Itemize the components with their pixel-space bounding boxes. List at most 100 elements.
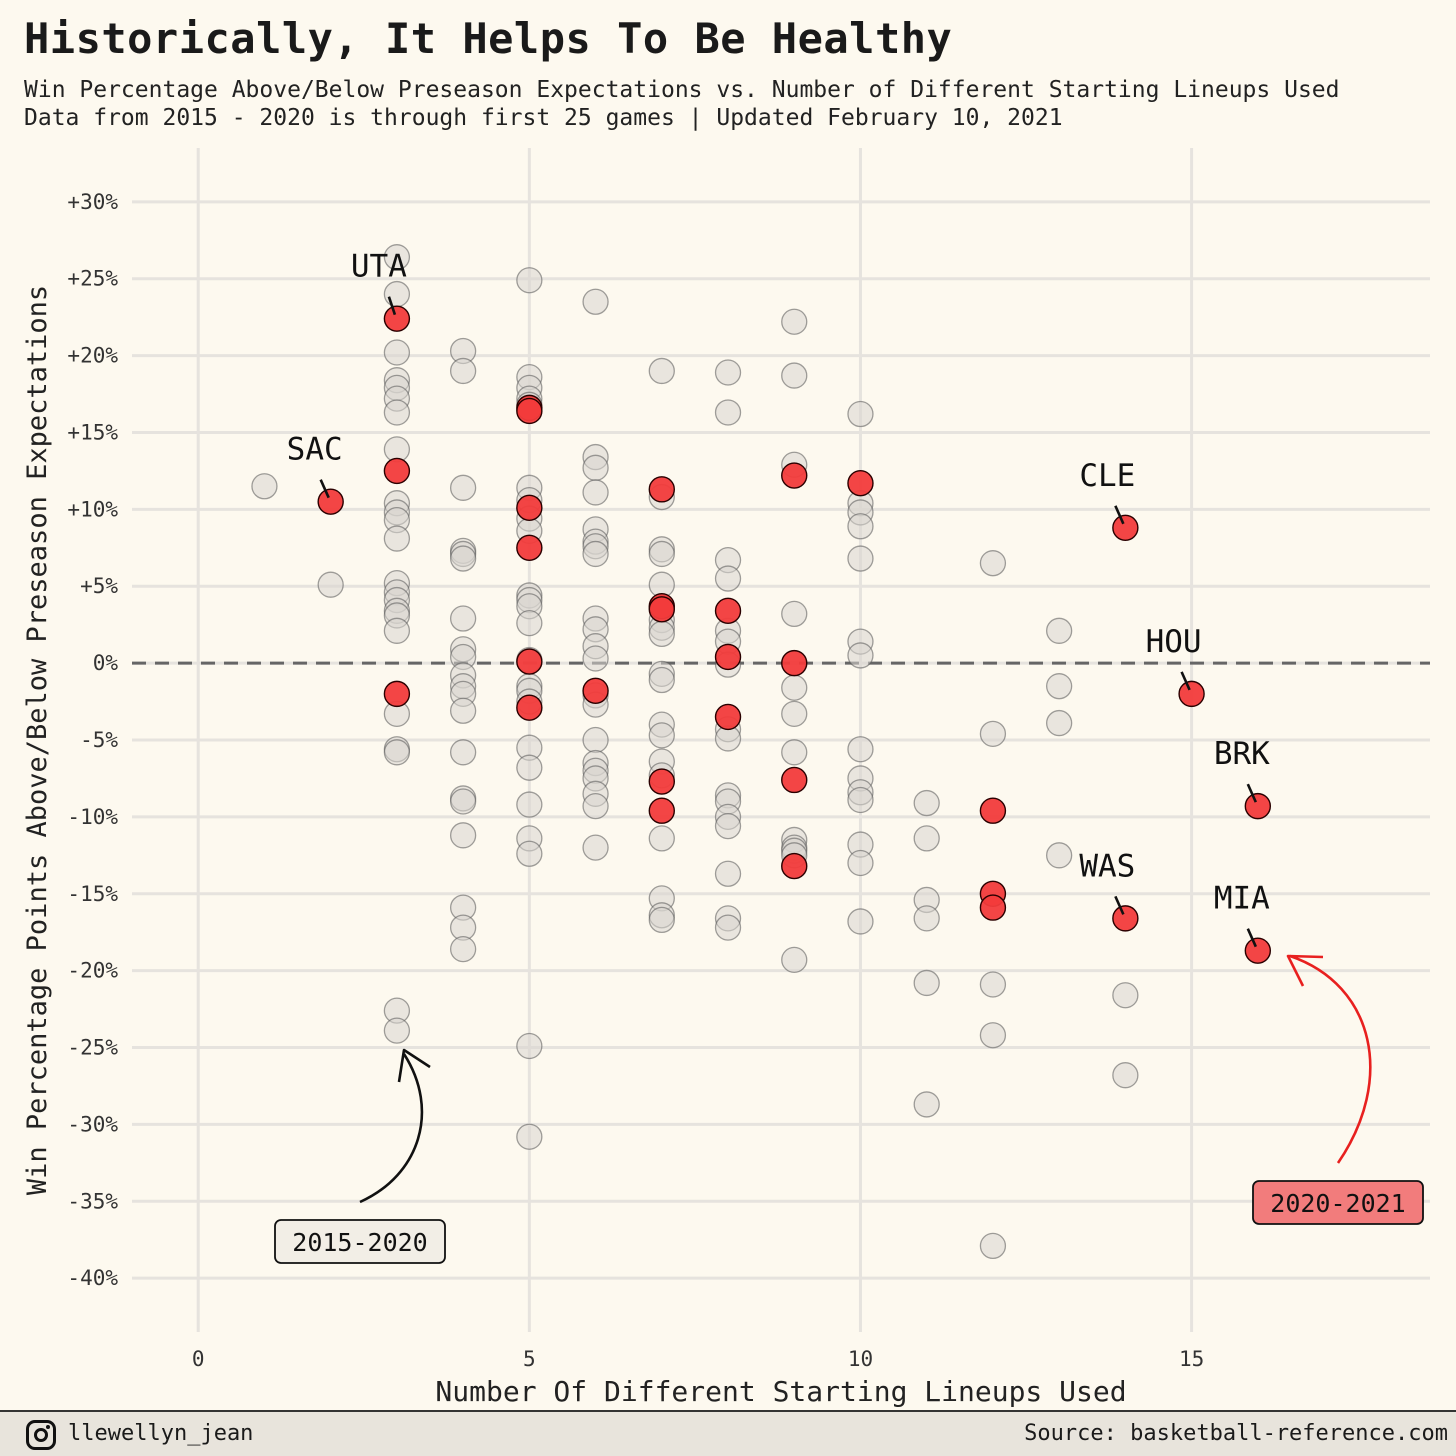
- historical-point: [913, 969, 940, 997]
- historical-point: [847, 513, 874, 540]
- current-season-point: [317, 488, 344, 515]
- current-season-point: [979, 797, 1007, 824]
- x-axis-title: Number Of Different Starting Lineups Use…: [435, 1375, 1126, 1408]
- y-tick-label: -5%: [80, 728, 118, 752]
- team-label-leader: [387, 296, 397, 316]
- current-season-point: [383, 457, 411, 485]
- historical-point: [516, 267, 543, 294]
- current-season-point: [1244, 937, 1272, 964]
- team-label-leader: [1114, 505, 1125, 525]
- historical-point: [781, 700, 808, 728]
- current-season-point: [516, 397, 543, 425]
- callout-label-2020-2021: 2020-2021: [1270, 1189, 1405, 1218]
- y-tick-label: +15%: [67, 420, 118, 444]
- y-tick-label: +25%: [67, 267, 118, 291]
- historical-point: [979, 720, 1007, 747]
- current-season-point: [847, 470, 874, 497]
- historical-point: [1112, 1062, 1139, 1089]
- historical-point: [979, 550, 1007, 577]
- y-tick-label: -35%: [67, 1189, 118, 1213]
- historical-point: [582, 834, 609, 861]
- historical-point: [781, 308, 808, 335]
- historical-point: [516, 791, 543, 818]
- team-label-leader: [1180, 671, 1191, 691]
- y-tick-label: +10%: [67, 497, 118, 521]
- historical-point: [648, 722, 675, 749]
- team-label-hou: HOU: [1146, 624, 1202, 660]
- current-season-point: [781, 766, 808, 794]
- historical-point: [317, 571, 344, 598]
- y-tick-label: -10%: [67, 805, 118, 829]
- historical-point: [847, 642, 874, 669]
- historical-point: [913, 789, 940, 817]
- current-season-point: [714, 703, 742, 731]
- current-season-point: [781, 462, 808, 489]
- historical-point: [449, 935, 477, 963]
- historical-point: [383, 280, 411, 308]
- historical-point: [648, 540, 675, 568]
- historical-point: [979, 1232, 1007, 1260]
- current-season-point: [1112, 514, 1139, 542]
- historical-point: [449, 739, 477, 766]
- historical-point: [847, 786, 874, 814]
- historical-point: [383, 244, 411, 271]
- historical-point: [847, 908, 874, 935]
- current-season-point: [781, 649, 808, 677]
- historical-point: [449, 545, 477, 572]
- historical-point: [648, 666, 675, 694]
- historical-point: [714, 399, 742, 426]
- y-tick-label: 0%: [93, 651, 119, 675]
- historical-point: [913, 825, 940, 852]
- current-season-point: [383, 680, 411, 708]
- y-tick-label: -15%: [67, 882, 118, 906]
- current-season-point: [1112, 905, 1139, 932]
- y-tick-label: -25%: [67, 1036, 118, 1060]
- instagram-icon[interactable]: [26, 1420, 56, 1450]
- historical-point: [516, 840, 543, 867]
- footer-bar: llewellyn_jean Source: basketball-refere…: [0, 1410, 1456, 1456]
- x-tick-label: 15: [1179, 1347, 1204, 1371]
- historical-point: [1045, 842, 1073, 869]
- current-season-point: [648, 797, 675, 824]
- team-label-was: WAS: [1079, 848, 1135, 884]
- historical-point: [449, 605, 477, 632]
- y-tick-label: -30%: [67, 1112, 118, 1136]
- y-tick-label: +5%: [80, 574, 118, 598]
- source-credit: Source: basketball-reference.com: [1024, 1421, 1448, 1446]
- historical-point: [648, 906, 675, 934]
- y-tick-label: -40%: [67, 1266, 118, 1290]
- historical-point: [979, 1022, 1007, 1049]
- historical-point: [582, 479, 609, 506]
- historical-point: [449, 474, 477, 501]
- historical-point: [383, 617, 411, 644]
- chart-subtitle-line-2: Data from 2015 - 2020 is through first 2…: [24, 105, 1063, 131]
- team-label-mia: MIA: [1214, 881, 1270, 917]
- current-season-point: [582, 677, 609, 704]
- y-axis-title: Win Percentage Points Above/Below Presea…: [22, 285, 53, 1195]
- historical-point: [648, 620, 675, 648]
- historical-point: [913, 905, 940, 932]
- historical-point: [714, 812, 742, 840]
- author-handle[interactable]: llewellyn_jean: [68, 1421, 254, 1446]
- current-season-point: [714, 597, 742, 625]
- current-season-point: [516, 494, 543, 522]
- x-tick-label: 5: [523, 1347, 536, 1371]
- current-season-point: [648, 476, 675, 503]
- historical-point: [383, 1017, 411, 1044]
- current-season-point: [516, 694, 543, 721]
- historical-point: [847, 736, 874, 763]
- historical-point: [383, 399, 411, 426]
- callout-label-2015-2020: 2015-2020: [292, 1228, 427, 1257]
- historical-point: [516, 1032, 543, 1060]
- team-label-leader: [319, 479, 330, 499]
- historical-point: [383, 525, 411, 552]
- historical-point: [1045, 673, 1073, 700]
- historical-point: [781, 674, 808, 701]
- y-tick-label: +20%: [67, 344, 118, 368]
- historical-point: [449, 697, 477, 724]
- historical-point: [383, 739, 411, 766]
- historical-point: [1112, 982, 1139, 1009]
- historical-point: [251, 473, 278, 500]
- y-tick-label: -20%: [67, 959, 118, 983]
- current-season-point: [1244, 792, 1272, 820]
